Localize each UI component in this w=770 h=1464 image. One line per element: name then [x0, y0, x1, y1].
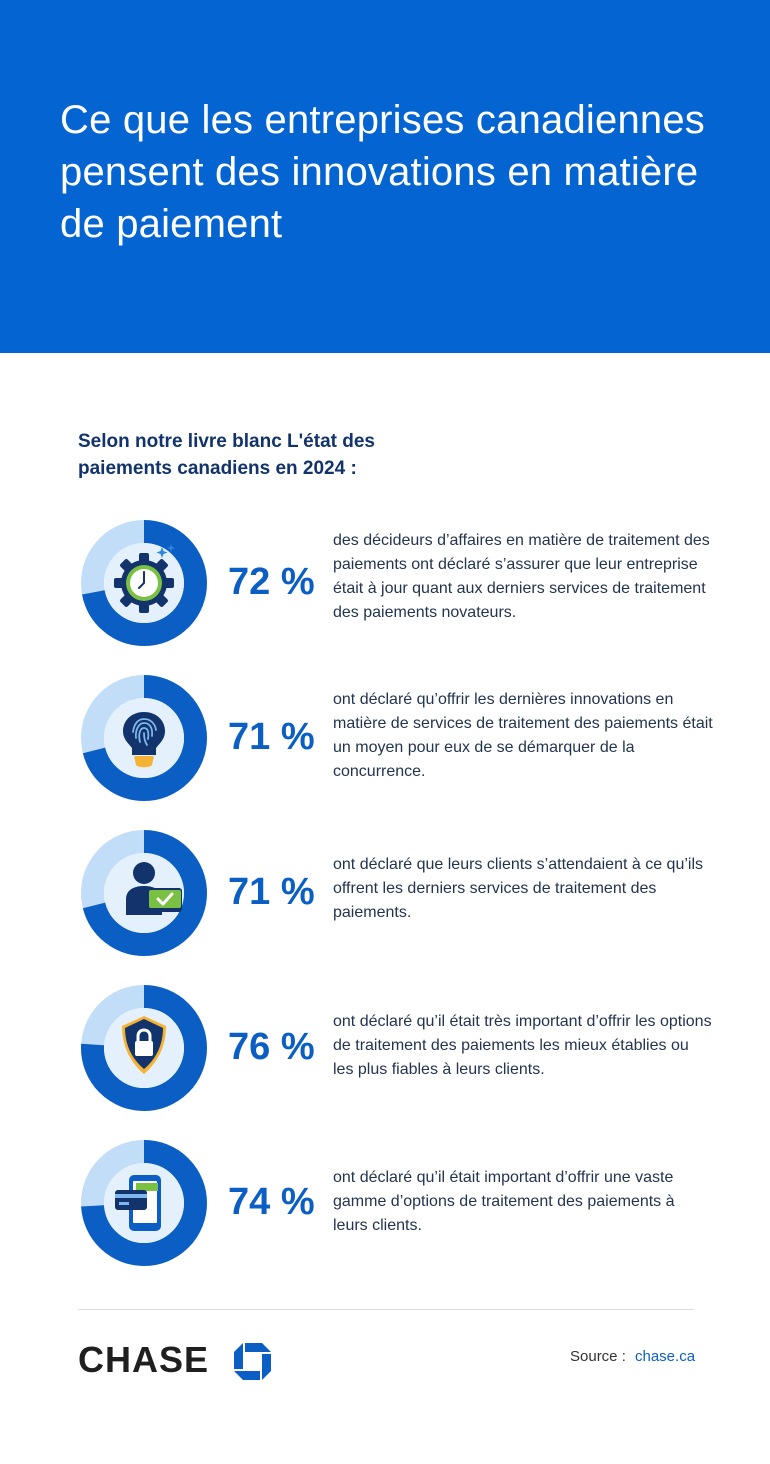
- stat-percent: 72 %: [228, 561, 315, 603]
- chase-octagon-icon: [234, 1343, 271, 1380]
- donut-chart: [81, 675, 207, 801]
- donut-chart: [81, 1140, 207, 1266]
- intro-text: Selon notre livre blanc L'état des paiem…: [78, 431, 375, 479]
- stat-description: ont déclaré qu’il était important d’offr…: [333, 1169, 675, 1234]
- footer-divider: [78, 1309, 694, 1310]
- stat-percent: 71 %: [228, 716, 315, 758]
- source-label: Source :: [570, 1348, 626, 1365]
- clock-gear-icon: [114, 544, 175, 613]
- stat-item: 71 % ont déclaré que leurs clients s’att…: [0, 827, 770, 967]
- donut-chart: [81, 520, 207, 646]
- phone-card-icon: [115, 1175, 161, 1231]
- stat-description: des décideurs d’affaires en matière de t…: [333, 532, 710, 621]
- lightbulb-fingerprint-icon: [123, 712, 165, 768]
- shield-lock-icon: [122, 1016, 166, 1074]
- donut-value-arc: [81, 675, 207, 801]
- header-banner: Ce que les entreprises canadiennes pense…: [0, 0, 770, 353]
- person-checkmark-icon: [126, 862, 182, 915]
- stat-percent: 74 %: [228, 1181, 315, 1223]
- source-link[interactable]: chase.ca: [635, 1348, 696, 1365]
- stat-percent: 76 %: [228, 1026, 315, 1068]
- stat-item: 71 % ont déclaré qu’offrir les dernières…: [0, 672, 770, 812]
- stat-description: ont déclaré qu’il était très important d…: [333, 1013, 712, 1078]
- stat-percent: 71 %: [228, 871, 315, 913]
- stat-item: 76 % ont déclaré qu’il était très import…: [0, 982, 770, 1122]
- stat-description: ont déclaré que leurs clients s’attendai…: [333, 856, 703, 921]
- stat-description: ont déclaré qu’offrir les dernières inno…: [333, 691, 713, 780]
- donut-chart: [81, 830, 207, 956]
- donut-value-arc: [81, 1140, 207, 1266]
- stat-item: 72 % des décideurs d’affaires en matière…: [0, 517, 770, 657]
- donut-value-arc: [81, 985, 207, 1111]
- stat-item: 74 % ont déclaré qu’il était important d…: [0, 1137, 770, 1277]
- donut-value-arc: [81, 520, 207, 646]
- chase-wordmark: CHASE: [78, 1339, 210, 1380]
- donut-value-arc: [81, 830, 207, 956]
- donut-chart: [81, 985, 207, 1111]
- page-title: Ce que les entreprises canadiennes pense…: [60, 98, 705, 246]
